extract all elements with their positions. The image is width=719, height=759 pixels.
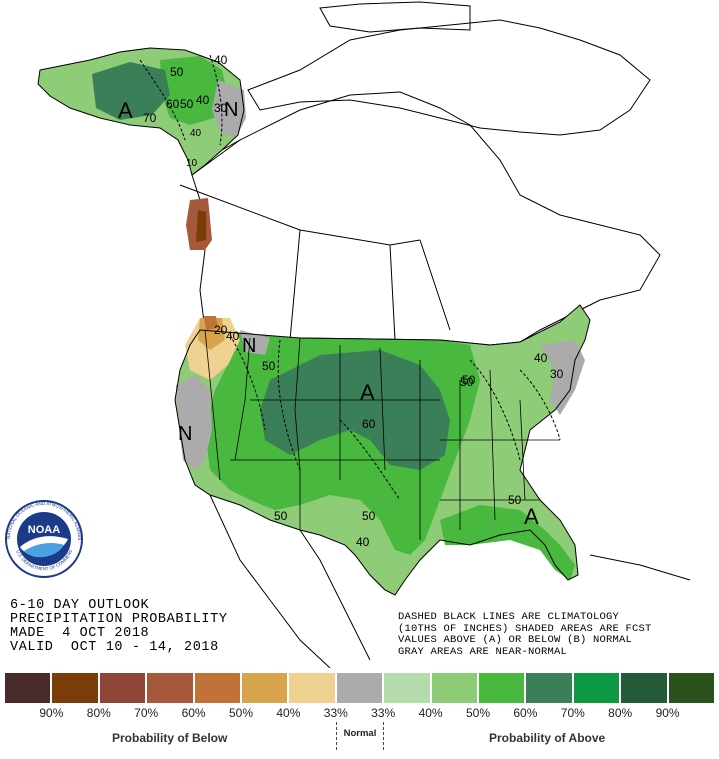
legend-swatch	[51, 672, 99, 704]
legend-swatch	[572, 672, 621, 704]
svg-text:N: N	[224, 99, 238, 121]
normal-divider-right	[383, 722, 384, 750]
made-date: MADE 4 OCT 2018	[10, 626, 150, 641]
legend-percent-label: 33%	[323, 706, 348, 720]
alaska-region	[37, 47, 246, 176]
legend-note: DASHED BLACK LINES ARE CLIMATOLOGY (10TH…	[398, 611, 652, 658]
svg-text:60: 60	[166, 97, 180, 111]
svg-text:20: 20	[214, 323, 228, 337]
svg-text:70: 70	[143, 111, 157, 125]
legend-swatch	[430, 672, 479, 704]
normal-label: Normal	[343, 728, 377, 739]
svg-text:50: 50	[462, 373, 476, 387]
legend-percent-label: 90%	[39, 706, 64, 720]
svg-text:40: 40	[214, 53, 228, 67]
svg-text:40: 40	[226, 329, 240, 343]
legend-swatch	[288, 672, 336, 704]
legend-swatch	[4, 672, 52, 704]
legend-percent-label: 80%	[86, 706, 111, 720]
probability-color-bar	[4, 672, 716, 704]
pacific-northwest-region	[186, 198, 212, 250]
svg-text:40: 40	[534, 351, 548, 365]
legend-percent-label: 40%	[276, 706, 301, 720]
legend-percent-label: 60%	[181, 706, 206, 720]
svg-text:N: N	[242, 335, 256, 357]
normal-divider-left	[336, 722, 337, 750]
legend-percent-label: 60%	[513, 706, 538, 720]
svg-text:50: 50	[262, 359, 276, 373]
legend-percent-label: 33%	[371, 706, 396, 720]
svg-text:50: 50	[460, 375, 474, 389]
alaska-above-label: A	[118, 98, 133, 123]
svg-text:60: 60	[362, 417, 376, 431]
legend-swatch	[383, 672, 431, 704]
legend-swatch	[335, 672, 384, 704]
legend-percent-label: 80%	[608, 706, 633, 720]
probability-below-label: Probability of Below	[112, 731, 228, 745]
svg-text:30: 30	[550, 367, 564, 381]
legend-percent-label: 90%	[655, 706, 680, 720]
legend-swatch	[478, 672, 526, 704]
svg-text:50: 50	[508, 493, 522, 507]
noaa-logo-text: NOAA	[28, 524, 60, 536]
legend-swatch	[98, 672, 147, 704]
legend-percent-label: 50%	[465, 706, 491, 720]
map-labels: A 70 60 50 40 50 40 30 N 40 10 40 20 N 5…	[118, 53, 564, 549]
svg-text:50: 50	[170, 65, 184, 79]
legend-percent-label: 50%	[228, 706, 254, 720]
svg-text:N: N	[178, 423, 192, 445]
svg-text:30: 30	[214, 101, 228, 115]
legend-swatch	[241, 672, 289, 704]
valid-dates: VALID OCT 10 - 14, 2018	[10, 640, 219, 655]
legend-percent-label: 40%	[418, 706, 443, 720]
legend-percent-label: 70%	[134, 706, 159, 720]
legend-swatch	[667, 672, 716, 704]
svg-text:40: 40	[196, 93, 210, 107]
outlook-header: 6-10 DAY OUTLOOK PRECIPITATION PROBABILI…	[10, 599, 228, 655]
svg-text:50: 50	[362, 509, 376, 523]
svg-text:10: 10	[186, 158, 198, 169]
canada-outline	[179, 1, 661, 346]
central-above-label: A	[360, 380, 375, 405]
svg-text:40: 40	[356, 535, 370, 549]
legend-percent-label: 70%	[560, 706, 585, 720]
legend-swatch	[193, 672, 242, 704]
state-borders	[204, 329, 560, 540]
outlook-title: 6-10 DAY OUTLOOK	[10, 598, 150, 613]
probability-above-label: Probability of Above	[489, 731, 606, 745]
outlook-subtitle: PRECIPITATION PROBABILITY	[10, 612, 228, 627]
noaa-logo: NOAA NATIONAL OCEANIC AND ATMOSPHERIC AD…	[2, 493, 83, 578]
svg-text:40: 40	[190, 128, 202, 139]
legend-swatch	[146, 672, 194, 704]
southeast-above-label: A	[524, 504, 539, 529]
climatology-contours	[139, 54, 561, 501]
svg-text:50: 50	[180, 97, 194, 111]
legend-swatch	[620, 672, 668, 704]
mexico-outline	[209, 494, 691, 668]
legend-swatch	[525, 672, 573, 704]
svg-text:50: 50	[274, 509, 288, 523]
precipitation-outlook-map: A 70 60 50 40 50 40 30 N 40 10 40 20 N 5…	[37, 1, 691, 668]
